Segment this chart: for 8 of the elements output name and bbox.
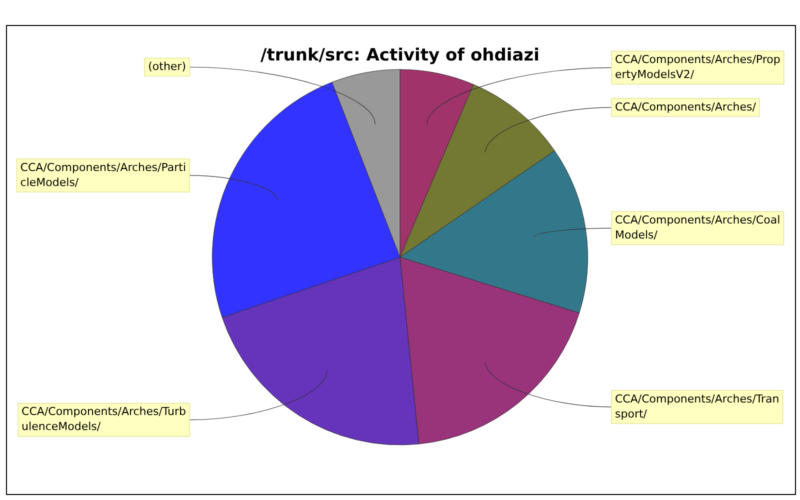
slice-label: CCA/Components/Arches/ParticleModels/ <box>20 160 186 189</box>
slice-label: CCA/Components/Arches/Transport/ <box>615 392 780 420</box>
slice-label: CCA/Components/Arches/TurbulenceModels/ <box>22 405 186 434</box>
slice-label: (other) <box>148 60 186 73</box>
slice-label: CCA/Components/Arches/ <box>615 100 756 114</box>
slice-label: CCA/Components/Arches/CoalModels/ <box>615 214 780 242</box>
slice-label: CCA/Components/Arches/PropertyModelsV2/ <box>615 53 780 82</box>
chart-title: /trunk/src: Activity of ohdiazi <box>260 46 540 66</box>
